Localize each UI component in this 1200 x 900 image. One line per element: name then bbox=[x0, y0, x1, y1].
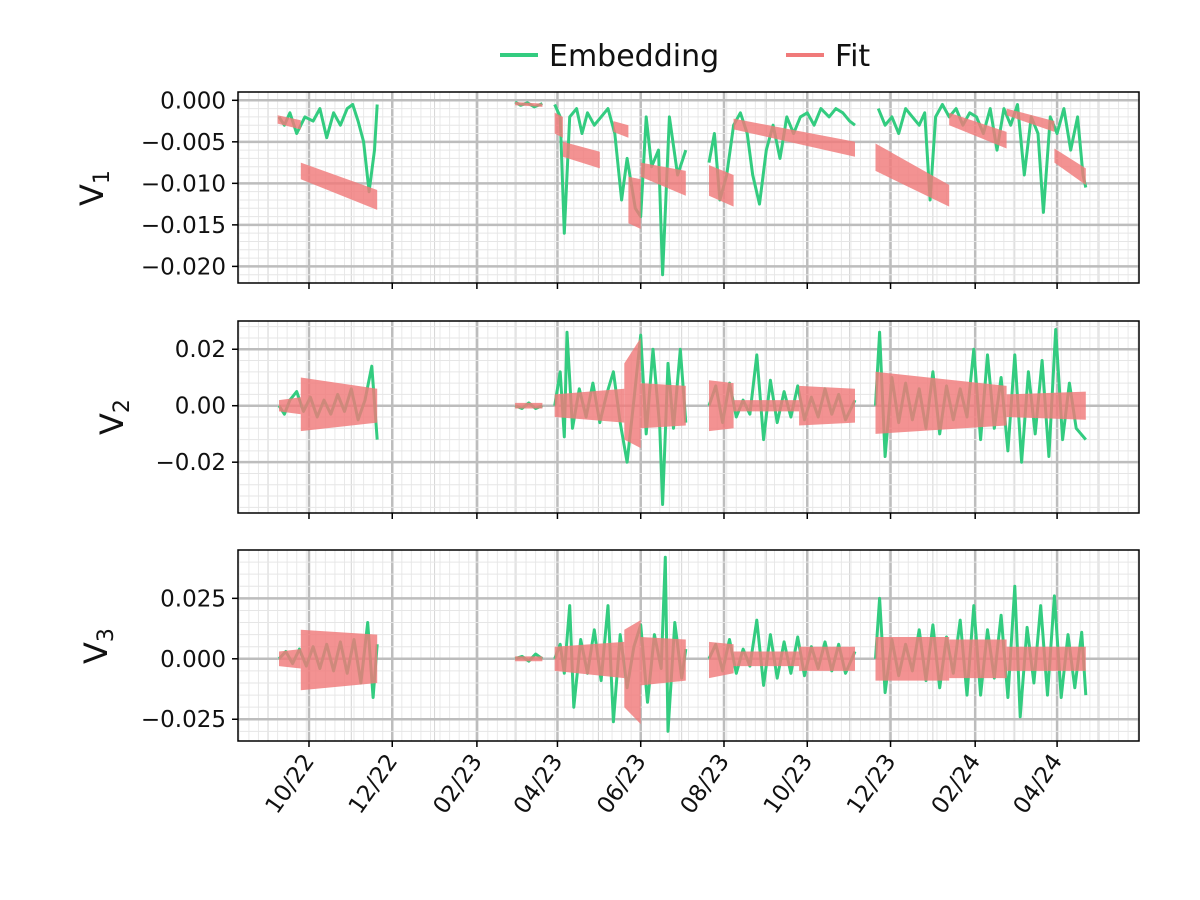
embedding-series-line bbox=[553, 555, 688, 733]
y-tick-label: 0.000 bbox=[160, 647, 226, 673]
fit-series-band bbox=[554, 641, 625, 679]
fit-series-band bbox=[875, 637, 950, 681]
y-tick-label: −0.015 bbox=[141, 213, 226, 239]
y-tick-label: 0.00 bbox=[175, 394, 226, 420]
y-tick-label: 0.025 bbox=[160, 586, 226, 612]
fit-series-band bbox=[1006, 391, 1086, 420]
fit-series-band bbox=[628, 176, 641, 229]
panel-v2-data bbox=[277, 328, 1087, 506]
fit-series-band bbox=[1006, 646, 1086, 671]
panel-v1: V1 0.000 −0.005 −0.010 −0.015 −0.020 bbox=[73, 88, 1140, 289]
y-tick-label: −0.005 bbox=[141, 130, 226, 156]
fit-series-band bbox=[1006, 108, 1055, 132]
y-tick-label: −0.025 bbox=[141, 707, 226, 733]
y-tick-label: 0.000 bbox=[160, 88, 226, 114]
embedding-series-line bbox=[707, 107, 856, 206]
fit-series-band bbox=[279, 397, 301, 415]
fit-series-band bbox=[640, 162, 686, 196]
fit-series-band bbox=[799, 385, 855, 426]
x-axis: 10/22 12/22 02/23 04/23 06/23 08/23 10/23 12/23… bbox=[261, 750, 1068, 819]
fit-series-band bbox=[624, 620, 641, 725]
fit-series-band bbox=[640, 637, 686, 686]
fit-series-band bbox=[733, 400, 800, 412]
panel-v2: V2 0.02 0.00 −0.02 bbox=[93, 320, 1140, 519]
fit-series-band bbox=[300, 162, 378, 210]
panel-v1-grid bbox=[238, 91, 1139, 284]
fit-series-band bbox=[613, 121, 629, 138]
x-tick-label: 10/23 bbox=[759, 750, 818, 819]
x-tick-label: 12/23 bbox=[842, 750, 901, 819]
fit-series-band bbox=[554, 388, 625, 423]
fit-series-band bbox=[875, 143, 950, 207]
fit-series-band bbox=[515, 656, 543, 662]
fit-series-band bbox=[640, 383, 686, 429]
embedding-series-line bbox=[553, 103, 688, 277]
x-tick-label: 06/23 bbox=[592, 750, 651, 819]
fit-series-band bbox=[562, 141, 600, 169]
fit-series-band bbox=[709, 165, 734, 207]
panel-v1-data bbox=[277, 100, 1088, 277]
legend: Embedding Fit bbox=[500, 39, 870, 74]
fit-series-band bbox=[300, 629, 378, 691]
fit-series-band bbox=[624, 337, 641, 449]
panel-v3: V3 0.025 0.000 −0.025 bbox=[77, 549, 1140, 747]
y-tick-label: −0.010 bbox=[141, 171, 226, 197]
y-tick-label: 0.02 bbox=[175, 337, 226, 363]
panel-v2-frame bbox=[237, 320, 1140, 514]
fit-series-band bbox=[875, 371, 1007, 434]
x-tick-label: 02/23 bbox=[428, 750, 487, 819]
legend-embedding-label: Embedding bbox=[549, 39, 719, 74]
fit-series-band bbox=[709, 380, 734, 432]
y-tick-label: −0.020 bbox=[141, 254, 226, 280]
panel-v3-frame bbox=[237, 549, 1140, 742]
x-tick-label: 02/24 bbox=[927, 750, 986, 819]
panel-v1-frame bbox=[237, 91, 1140, 284]
y-tick-label: −0.02 bbox=[156, 450, 226, 476]
fit-series-band bbox=[733, 118, 855, 157]
panel-v1-ylabel: V1 bbox=[73, 170, 115, 206]
legend-fit-label: Fit bbox=[835, 39, 870, 74]
fit-series-band bbox=[1054, 148, 1086, 185]
fit-series-band bbox=[279, 649, 301, 669]
fit-series-band bbox=[515, 402, 543, 409]
panel-v3-ylabel: V3 bbox=[77, 628, 119, 664]
x-tick-label: 08/23 bbox=[676, 750, 735, 819]
panel-v2-ylabel: V2 bbox=[93, 399, 135, 435]
fit-series-band bbox=[949, 112, 1007, 149]
panel-v3-data bbox=[277, 555, 1088, 733]
fit-series-band bbox=[709, 641, 734, 679]
x-tick-label: 04/23 bbox=[509, 750, 568, 819]
x-tick-label: 10/22 bbox=[261, 750, 320, 819]
fit-series-band bbox=[949, 639, 1007, 679]
fit-series-band bbox=[733, 651, 800, 667]
fit-series-band bbox=[277, 115, 301, 130]
fit-series-band bbox=[515, 102, 543, 107]
fit-series-band bbox=[799, 646, 855, 671]
fit-series-band bbox=[554, 112, 563, 138]
x-tick-label: 04/24 bbox=[1009, 750, 1068, 819]
fit-series-band bbox=[300, 377, 378, 432]
x-tick-label: 12/22 bbox=[344, 750, 403, 819]
